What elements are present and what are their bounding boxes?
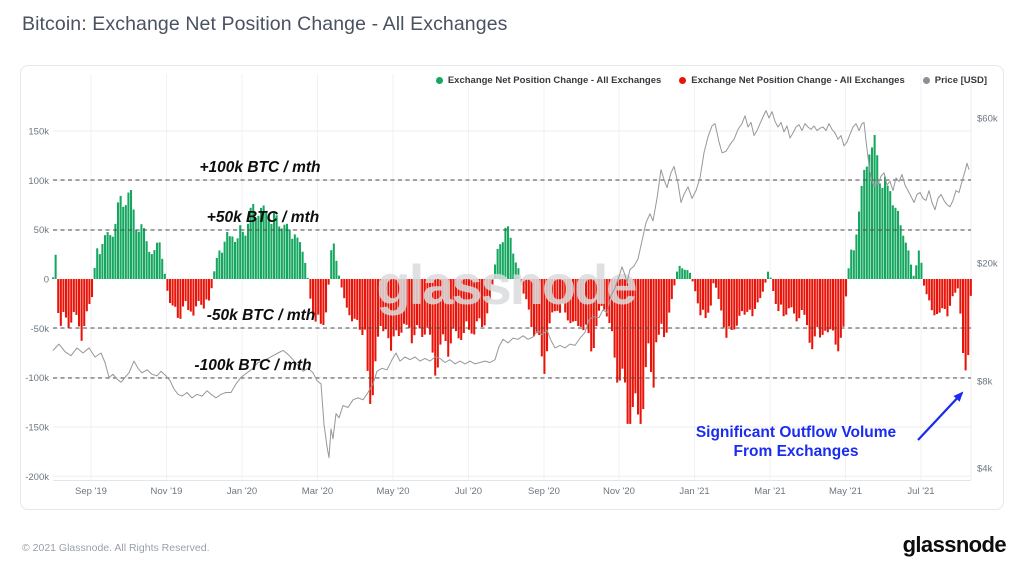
svg-text:$4k: $4k [977, 464, 993, 475]
svg-text:Mar '20: Mar '20 [302, 486, 333, 497]
dashed-levels [53, 179, 971, 379]
footer-copyright: © 2021 Glassnode. All Rights Reserved. [22, 542, 210, 554]
svg-text:May '20: May '20 [377, 486, 410, 497]
legend-label-price: Price [USD] [934, 75, 987, 86]
annotation-plus-50k: +50k BTC / mth [206, 209, 320, 226]
legend-label-outflow: Exchange Net Position Change - All Excha… [691, 75, 905, 86]
svg-text:Sep '20: Sep '20 [528, 486, 560, 497]
svg-text:50k: 50k [34, 225, 50, 236]
svg-text:Sep '19: Sep '19 [75, 486, 107, 497]
svg-text:-100k: -100k [25, 373, 49, 384]
y-axis-left: 150k 100k 50k 0 -50k -100k -150k -200k [25, 127, 49, 483]
svg-text:$20k: $20k [977, 259, 998, 270]
chart-legend: Exchange Net Position Change - All Excha… [435, 75, 987, 86]
annotation-plus-100k: +100k BTC / mth [199, 159, 321, 176]
legend-label-inflow: Exchange Net Position Change - All Excha… [447, 75, 662, 86]
x-axis: Sep '19 Nov '19 Jan '20 Mar '20 May '20 Jul '… [75, 486, 935, 497]
glassnode-logo: glassnode [902, 532, 1007, 557]
price-line [52, 110, 970, 459]
chart-canvas[interactable]: glassnode 150k 100k 50k 0 -50k -100k -150k -200k… [21, 66, 1005, 511]
callout-significant-outflow: Significant Outflow Volume From Exchange… [696, 423, 896, 461]
svg-text:0: 0 [44, 275, 49, 286]
y-axis-right: $60k $20k $8k $4k [977, 114, 998, 475]
chart-card: Exchange Net Position Change - All Excha… [20, 65, 1004, 510]
callout-line-2: From Exchanges [733, 443, 859, 460]
legend-dot-red-icon [679, 77, 687, 84]
svg-text:-200k: -200k [25, 472, 49, 483]
callout-arrow [917, 391, 964, 441]
svg-text:$8k: $8k [977, 377, 993, 388]
svg-text:-150k: -150k [25, 423, 49, 434]
legend-item-price[interactable]: Price [USD] [922, 75, 987, 86]
svg-text:$60k: $60k [977, 114, 998, 125]
annotation-minus-100k: -100k BTC / mth [194, 357, 312, 374]
legend-dot-gray-icon [922, 77, 930, 84]
svg-text:150k: 150k [28, 127, 49, 138]
legend-item-inflow[interactable]: Exchange Net Position Change - All Excha… [435, 75, 662, 86]
svg-text:Nov '19: Nov '19 [151, 486, 183, 497]
watermark-text: glassnode [377, 253, 637, 316]
svg-text:Jul '21: Jul '21 [907, 486, 934, 497]
svg-text:Jul '20: Jul '20 [455, 486, 482, 497]
svg-text:100k: 100k [28, 176, 49, 187]
page-title: Bitcoin: Exchange Net Position Change - … [22, 13, 508, 35]
svg-text:May '21: May '21 [829, 486, 862, 497]
svg-text:Nov '20: Nov '20 [603, 486, 635, 497]
svg-text:Jan '20: Jan '20 [227, 486, 257, 497]
svg-text:-50k: -50k [31, 324, 50, 335]
legend-dot-green-icon [435, 77, 443, 84]
watermark: glassnode [377, 253, 639, 316]
svg-text:Jan '21: Jan '21 [679, 486, 709, 497]
netflow-bars [52, 135, 972, 424]
svg-text:Mar '21: Mar '21 [754, 486, 785, 497]
callout-line-1: Significant Outflow Volume [695, 424, 897, 441]
annotation-minus-50k: -50k BTC / mth [206, 307, 316, 324]
legend-item-outflow[interactable]: Exchange Net Position Change - All Excha… [679, 75, 905, 86]
